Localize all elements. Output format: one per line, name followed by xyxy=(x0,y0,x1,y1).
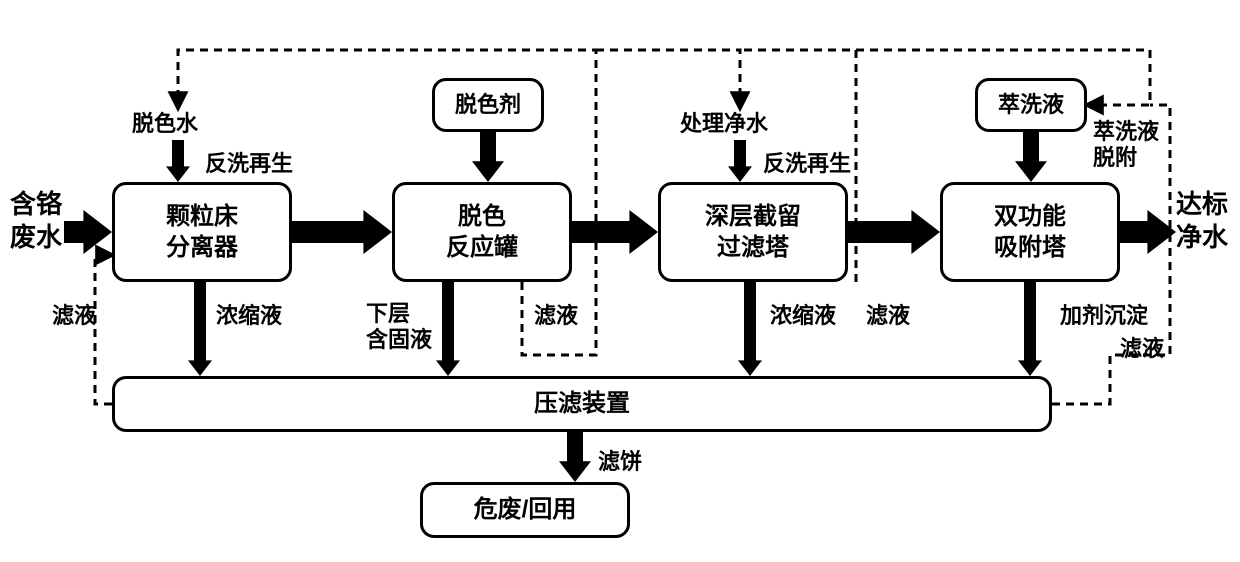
label-decolor-water: 脱色水 xyxy=(132,110,198,138)
node-label-line1: 双功能 xyxy=(994,201,1066,232)
node-decolorant: 脱色剂 xyxy=(432,78,544,132)
node-label-line1: 颗粒床 xyxy=(166,201,238,232)
node-decolor-reactor: 脱色 反应罐 xyxy=(392,182,572,282)
node-label-line2: 分离器 xyxy=(166,232,238,263)
label-treated-water: 处理净水 xyxy=(680,110,768,138)
node-filter-press: 压滤装置 xyxy=(112,376,1052,432)
node-granular-bed-separator: 颗粒床 分离器 xyxy=(112,182,292,282)
node-label-line2: 吸附塔 xyxy=(994,232,1066,263)
input-line2: 废水 xyxy=(10,221,62,254)
node-label-line1: 脱色 xyxy=(458,201,506,232)
node-hazardous-waste: 危废/回用 xyxy=(420,482,630,538)
node-label: 萃洗液 xyxy=(998,91,1064,120)
node-label: 压滤装置 xyxy=(534,388,630,419)
output-label: 达标 净水 xyxy=(1176,188,1228,253)
label-filtrate-3: 滤液 xyxy=(866,302,910,330)
node-label-line2: 反应罐 xyxy=(446,232,518,263)
label-lower-2: 含固液 xyxy=(366,326,432,354)
node-label: 脱色剂 xyxy=(455,91,521,120)
label-filtrate-left: 滤液 xyxy=(52,302,96,330)
output-line2: 净水 xyxy=(1176,221,1228,254)
label-filtrate-2: 滤液 xyxy=(534,302,578,330)
node-label-line1: 深层截留 xyxy=(705,201,801,232)
label-eluate: 萃洗液 xyxy=(1093,118,1159,146)
label-lower-1: 下层 xyxy=(366,300,410,328)
label-concentrate-1: 浓缩液 xyxy=(216,302,282,330)
input-line1: 含铬 xyxy=(10,188,62,221)
input-label: 含铬 废水 xyxy=(10,188,62,253)
label-desorption: 脱附 xyxy=(1093,144,1137,172)
label-filtrate-4: 滤液 xyxy=(1120,335,1164,363)
label-precipitate: 加剂沉淀 xyxy=(1060,302,1148,330)
label-backwash-regen-2: 反洗再生 xyxy=(763,150,851,178)
node-dual-adsorption-tower: 双功能 吸附塔 xyxy=(940,182,1120,282)
label-concentrate-2: 浓缩液 xyxy=(770,302,836,330)
label-backwash-regen-1: 反洗再生 xyxy=(205,150,293,178)
node-label: 危废/回用 xyxy=(474,494,577,525)
label-filter-cake: 滤饼 xyxy=(598,448,642,476)
node-eluate: 萃洗液 xyxy=(975,78,1087,132)
node-deep-filter-tower: 深层截留 过滤塔 xyxy=(658,182,848,282)
node-label-line2: 过滤塔 xyxy=(717,232,789,263)
output-line1: 达标 xyxy=(1176,188,1228,221)
